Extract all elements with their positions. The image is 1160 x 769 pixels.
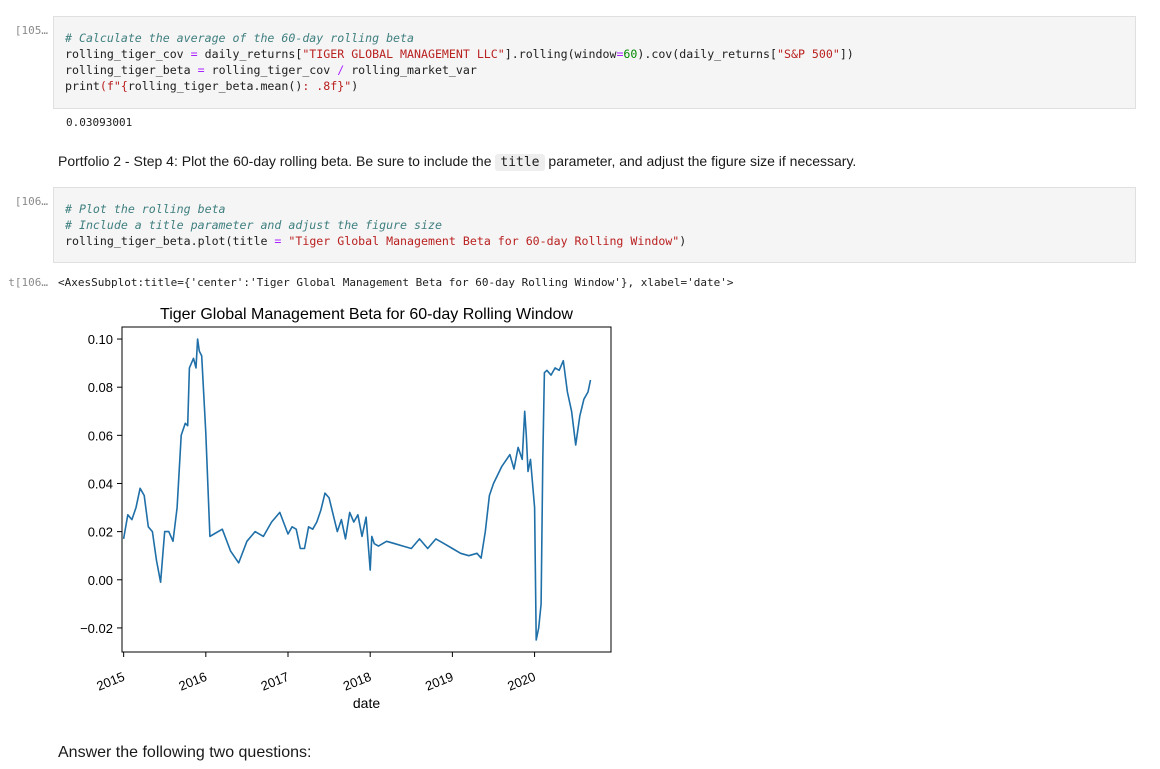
cell-106-output: <AxesSubplot:title={'center':'Tiger Glob… bbox=[58, 276, 734, 289]
code-token: : .8f}" bbox=[302, 79, 352, 93]
code-token: ].rolling(window bbox=[504, 47, 617, 61]
markdown-text-after: parameter, and adjust the figure size if… bbox=[548, 153, 857, 169]
code-line: rolling_tiger_beta.plot(title = "Tiger G… bbox=[65, 233, 686, 249]
code-line: # Plot the rolling beta bbox=[65, 201, 686, 217]
code-line: # Calculate the average of the 60-day ro… bbox=[65, 30, 854, 46]
code-token: rolling_tiger_cov bbox=[204, 63, 338, 77]
chart-title: Tiger Global Management Beta for 60-day … bbox=[160, 306, 573, 323]
x-tick-label: 2015 bbox=[94, 669, 126, 694]
x-axis-label: date bbox=[353, 695, 380, 711]
x-tick-label: 2018 bbox=[341, 669, 373, 694]
x-tick-label: 2020 bbox=[505, 669, 537, 694]
code-cell-105-source[interactable]: # Calculate the average of the 60-day ro… bbox=[65, 30, 854, 94]
cell-106-prompt: [106… bbox=[14, 195, 48, 208]
x-tick-label: 2016 bbox=[177, 669, 209, 694]
y-tick-label: 0.02 bbox=[88, 525, 113, 540]
code-cell-105[interactable]: # Calculate the average of the 60-day ro… bbox=[53, 16, 1136, 109]
code-cell-106[interactable]: # Plot the rolling beta # Include a title… bbox=[53, 187, 1136, 263]
code-line: print(f"{rolling_tiger_beta.mean(): .8f}… bbox=[65, 78, 854, 94]
code-token: rolling_tiger_cov bbox=[65, 47, 191, 61]
code-token: 60 bbox=[623, 47, 638, 61]
code-token: = bbox=[197, 63, 205, 77]
code-token: daily_returns[ bbox=[197, 47, 303, 61]
code-token: / bbox=[337, 63, 345, 77]
code-token: = bbox=[616, 47, 624, 61]
y-tick-label: 0.08 bbox=[88, 380, 113, 395]
markdown-inline-code: title bbox=[495, 154, 545, 171]
code-token: "S&P 500" bbox=[777, 47, 840, 61]
code-token: # Plot the rolling beta bbox=[65, 202, 226, 216]
x-tick-label: 2017 bbox=[259, 669, 291, 694]
y-tick-label: 0.10 bbox=[88, 332, 113, 347]
code-cell-106-source[interactable]: # Plot the rolling beta # Include a title… bbox=[65, 201, 686, 249]
x-tick-label: 2019 bbox=[423, 669, 455, 694]
chart-output: Tiger Global Management Beta for 60-day … bbox=[58, 297, 648, 717]
code-token: rolling_tiger_beta.mean() bbox=[127, 79, 303, 93]
code-token: "Tiger Global Management Beta for 60-day… bbox=[288, 234, 680, 248]
rolling-beta-chart: Tiger Global Management Beta for 60-day … bbox=[80, 306, 612, 711]
y-tick-label: −0.02 bbox=[80, 621, 113, 636]
markdown-step-text: Portfolio 2 - Step 4: Plot the 60-day ro… bbox=[58, 153, 857, 171]
code-token: (f"{ bbox=[99, 79, 128, 93]
code-token: = bbox=[274, 234, 282, 248]
y-tick-label: 0.06 bbox=[88, 428, 113, 443]
code-token: print bbox=[65, 79, 100, 93]
markdown-text-before: Portfolio 2 - Step 4: Plot the 60-day ro… bbox=[58, 153, 492, 169]
code-token: ).cov(daily_returns[ bbox=[637, 47, 777, 61]
code-line: # Include a title parameter and adjust t… bbox=[65, 217, 686, 233]
y-tick-label: 0.04 bbox=[88, 476, 113, 491]
y-tick-label: 0.00 bbox=[88, 573, 113, 588]
code-token: rolling_tiger_beta bbox=[65, 63, 198, 77]
code-token: ]) bbox=[839, 47, 854, 61]
cell-105-prompt: [105… bbox=[14, 24, 48, 37]
cell-106-out-prompt: t[106… bbox=[8, 276, 48, 289]
code-token: ) bbox=[351, 79, 359, 93]
code-token: ) bbox=[679, 234, 687, 248]
code-token: # Calculate the average of the 60-day ro… bbox=[65, 31, 415, 45]
plot-frame bbox=[121, 326, 612, 653]
answer-heading: Answer the following two questions: bbox=[58, 744, 312, 761]
code-token: = bbox=[190, 47, 198, 61]
code-token: "TIGER GLOBAL MANAGEMENT LLC" bbox=[302, 47, 505, 61]
beta-series-line bbox=[122, 338, 592, 641]
cell-105-output: 0.03093001 bbox=[66, 116, 133, 129]
code-token: rolling_market_var bbox=[344, 63, 477, 77]
code-token: # Include a title parameter and adjust t… bbox=[65, 218, 442, 232]
code-line: rolling_tiger_beta = rolling_tiger_cov /… bbox=[65, 62, 854, 78]
code-line: rolling_tiger_cov = daily_returns["TIGER… bbox=[65, 46, 854, 62]
code-token: rolling_tiger_beta.plot(title bbox=[65, 234, 275, 248]
